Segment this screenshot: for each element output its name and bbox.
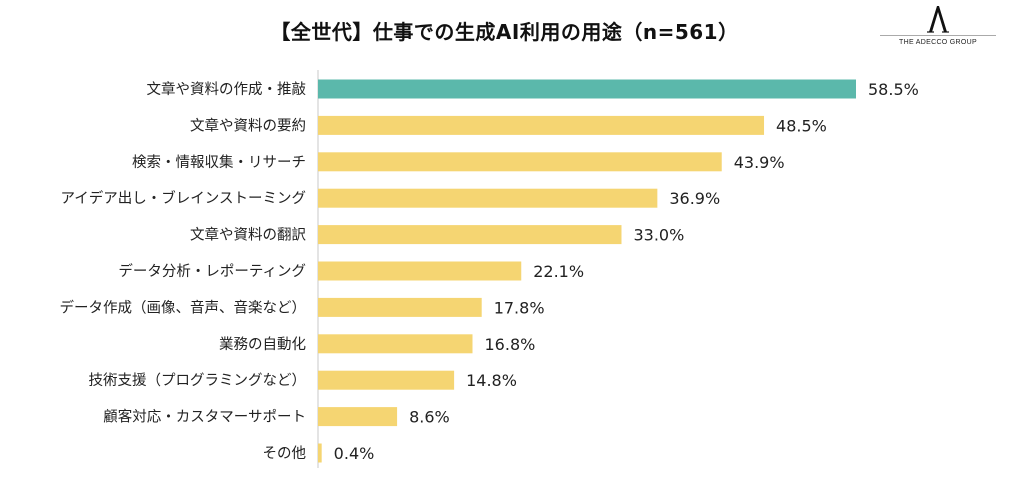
value-label-7: 16.8% — [485, 335, 536, 354]
category-label-6: データ作成（画像、音声、音楽など） — [60, 298, 307, 316]
chart-title: 【全世代】仕事での生成AI利用の用途（n=561） — [270, 20, 739, 44]
category-label-0: 文章や資料の作成・推敲 — [147, 80, 307, 98]
value-label-0: 58.5% — [868, 80, 919, 99]
value-label-3: 36.9% — [669, 189, 720, 208]
logo-text: THE ADECCO GROUP — [899, 39, 977, 46]
bar-9 — [318, 407, 398, 427]
value-label-2: 43.9% — [734, 153, 785, 172]
value-label-10: 0.4% — [334, 444, 375, 463]
value-label-5: 22.1% — [533, 262, 584, 281]
bar-4 — [318, 225, 622, 245]
category-label-9: 顧客対応・カスタマーサポート — [103, 409, 306, 426]
value-label-9: 8.6% — [409, 408, 450, 427]
value-label-1: 48.5% — [776, 116, 827, 135]
adecco-logo: THE ADECCO GROUP — [878, 4, 998, 50]
category-label-2: 検索・情報収集・リサーチ — [132, 154, 306, 171]
category-label-10: その他 — [263, 445, 307, 462]
category-label-8: 技術支援（プログラミングなど） — [89, 372, 307, 389]
bar-7 — [318, 334, 473, 354]
bar-5 — [318, 261, 522, 281]
bar-10 — [318, 443, 322, 463]
value-label-6: 17.8% — [494, 298, 545, 317]
category-label-4: 文章や資料の翻訳 — [190, 226, 306, 244]
logo-divider — [880, 35, 996, 36]
category-label-1: 文章や資料の要約 — [190, 116, 306, 134]
category-label-7: 業務の自動化 — [219, 336, 306, 353]
bar-2 — [318, 152, 722, 172]
bar-6 — [318, 297, 482, 317]
bar-3 — [318, 188, 658, 208]
bar-1 — [318, 115, 765, 135]
value-label-8: 14.8% — [466, 371, 517, 390]
value-label-4: 33.0% — [633, 226, 684, 245]
bar-8 — [318, 370, 455, 390]
bar-0 — [318, 79, 856, 99]
adecco-a-icon — [927, 6, 949, 33]
category-label-5: データ分析・レポーティング — [118, 262, 306, 280]
category-label-3: アイデア出し・ブレインストーミング — [61, 189, 306, 207]
